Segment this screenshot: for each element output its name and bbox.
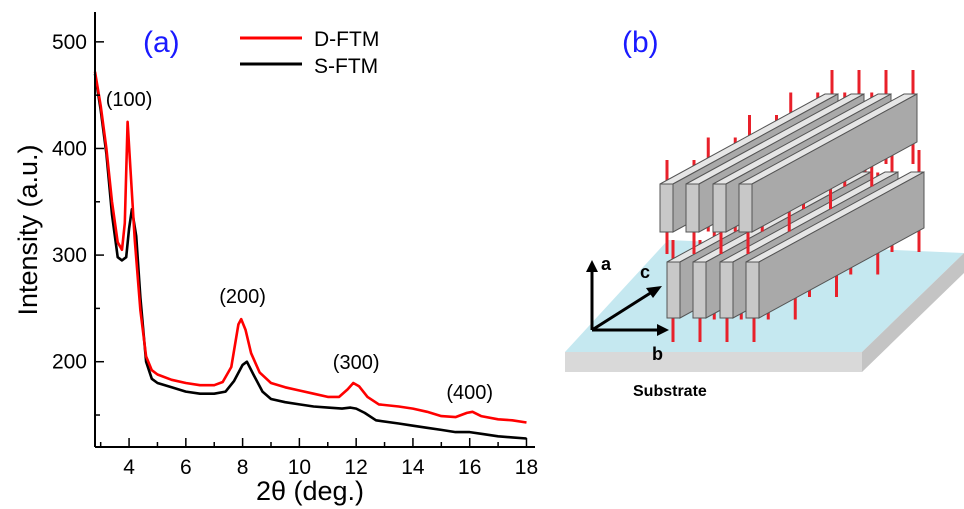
- x-tick-label: 4: [123, 456, 135, 479]
- axis-c-arrow: [591, 290, 653, 332]
- x-tick-label: 18: [515, 456, 538, 479]
- axis-b-label: b: [652, 344, 663, 364]
- peak-label: (100): [106, 89, 153, 111]
- lower-blocks: [666, 171, 925, 319]
- block-front: [745, 261, 760, 319]
- block-front: [692, 261, 707, 319]
- y-tick-label: 200: [52, 351, 87, 374]
- axis-b-head: [657, 324, 669, 336]
- axis-a-head: [586, 260, 598, 272]
- x-tick-label: 14: [401, 456, 425, 479]
- y-tick-label: 300: [52, 244, 87, 267]
- y-tick-label: 400: [52, 137, 87, 160]
- block-front: [685, 183, 700, 233]
- x-axis-label: 2θ (deg.): [256, 476, 364, 506]
- substrate-label: Substrate: [633, 383, 707, 400]
- block-front: [666, 261, 681, 319]
- block-front: [719, 261, 734, 319]
- legend: D-FTM S-FTM: [240, 28, 379, 78]
- y-axis-label: Intensity (a.u.): [13, 144, 43, 315]
- axis-c-head: [646, 286, 662, 298]
- x-tick-label: 6: [180, 456, 192, 479]
- x-tick-label: 16: [458, 456, 481, 479]
- annotation-layer: (100) (200) (300) (400): [106, 89, 493, 404]
- series-line-d-ftm: [93, 71, 527, 424]
- axis-c-label: c: [640, 262, 650, 282]
- axis-a-label: a: [601, 254, 612, 274]
- substrate-front: [565, 352, 862, 372]
- x-tick-label: 12: [344, 456, 367, 479]
- upper-blocks: [659, 93, 918, 233]
- series-layer: [93, 71, 527, 440]
- y-tick-label: 500: [52, 31, 87, 54]
- panel-b-label: (b): [622, 26, 659, 59]
- legend-label-d-ftm: D-FTM: [314, 28, 379, 51]
- axes-layer: 4 6 8 10 12 14 16 18 200 300 400 500: [52, 12, 538, 479]
- axes-indicator: a b c: [586, 254, 669, 364]
- series-line-s-ftm: [93, 73, 527, 440]
- block-front: [659, 183, 674, 233]
- peak-label: (300): [333, 352, 380, 374]
- peak-label: (400): [446, 382, 493, 404]
- block-front: [712, 183, 727, 233]
- xrd-chart: 4 6 8 10 12 14 16 18 200 300 400 500 (100) (200) (300…: [13, 12, 538, 506]
- legend-label-s-ftm: S-FTM: [314, 55, 378, 78]
- x-tick-label: 10: [288, 456, 311, 479]
- peak-label: (200): [219, 286, 266, 308]
- block-front: [738, 183, 753, 233]
- panel-a-label: (a): [143, 26, 180, 59]
- x-tick-label: 8: [237, 456, 249, 479]
- substrate-side: [862, 253, 964, 372]
- stacking-schematic: (b) a b c Substrate: [565, 26, 964, 400]
